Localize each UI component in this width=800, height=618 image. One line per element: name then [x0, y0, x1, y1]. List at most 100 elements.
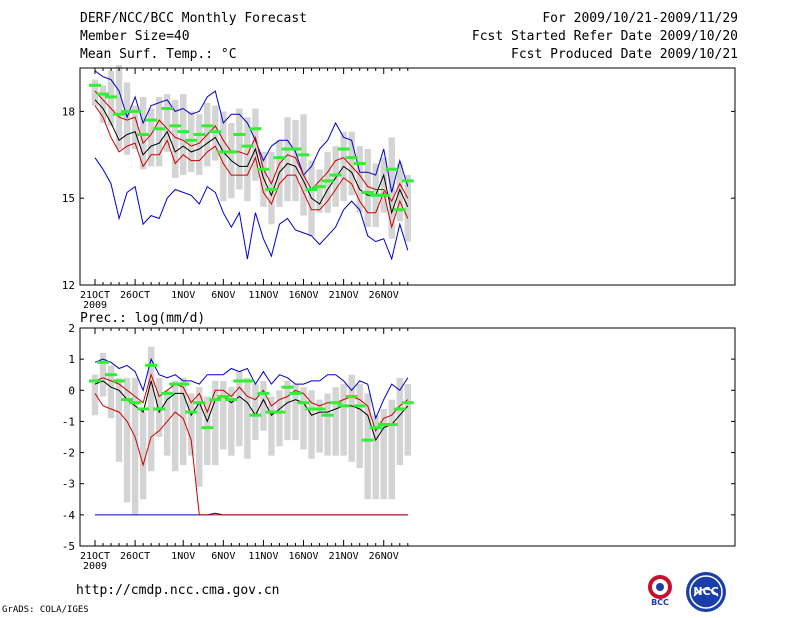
x-tick-label: 26OCT	[120, 290, 150, 301]
ensemble-box	[147, 108, 155, 167]
ensemble-box	[252, 108, 259, 181]
median-marker	[265, 188, 278, 192]
ensemble-box	[172, 99, 179, 178]
median-marker	[113, 112, 126, 116]
median-marker	[233, 133, 246, 137]
median-marker	[257, 167, 270, 171]
y-tick-label: 18	[62, 105, 75, 118]
ensemble-box	[292, 384, 299, 441]
median-marker	[97, 92, 110, 96]
x-tick-label: 26NOV	[369, 290, 399, 301]
median-marker	[321, 179, 334, 183]
ensemble-box	[123, 82, 131, 155]
ensemble-box	[91, 374, 99, 416]
ensemble-box	[388, 399, 395, 500]
ensemble-box	[172, 380, 179, 472]
panel-precipitation: -5 -4 -3 -2 -1 0 1 2 21OCT 26OCT 1NOV 6NOV 11NOV 16NO…	[62, 311, 736, 572]
ensemble-box	[404, 175, 411, 242]
series-lower-line	[94, 393, 408, 516]
ensemble-box	[268, 396, 275, 456]
median-marker	[153, 127, 166, 131]
x-tick-label: 21OCT	[80, 551, 110, 562]
median-marker	[345, 395, 358, 399]
ensemble-box	[340, 384, 347, 456]
median-marker	[217, 395, 230, 399]
ncc-logo-text: NCC	[693, 585, 719, 598]
ensemble-box	[115, 65, 123, 150]
fcst-started-date: Fcst Started Refer Date 2009/10/20	[471, 29, 738, 44]
median-marker	[225, 398, 238, 402]
median-marker	[329, 173, 342, 177]
median-marker	[361, 190, 374, 194]
ensemble-box	[99, 85, 107, 123]
median-marker	[241, 144, 254, 148]
median-marker	[225, 150, 238, 154]
y-tick-label: -1	[62, 415, 75, 428]
median-marker	[209, 398, 222, 402]
ensemble-box	[115, 377, 123, 462]
member-size: Member Size=40	[80, 29, 190, 44]
median-marker	[249, 127, 262, 131]
median-marker	[401, 401, 414, 405]
bcc-emblem-icon	[648, 575, 672, 599]
ensemble-box	[147, 346, 155, 472]
ensemble-box	[388, 137, 395, 239]
ensemble-box	[300, 387, 307, 450]
ensemble-box	[155, 377, 163, 437]
ensemble-box	[131, 377, 139, 515]
median-marker	[177, 130, 190, 134]
ensemble-box	[372, 415, 379, 500]
median-marker	[177, 382, 190, 386]
y-tick-label: 15	[62, 192, 75, 205]
median-marker	[153, 407, 166, 411]
y-tick-label: 2	[68, 322, 75, 335]
ensemble-box	[396, 377, 403, 466]
median-marker	[377, 423, 390, 427]
ensemble-box	[131, 105, 139, 150]
median-marker	[313, 185, 326, 189]
median-marker	[145, 363, 158, 367]
ensemble-box	[180, 94, 187, 176]
ensemble-box	[107, 365, 115, 419]
median-marker	[265, 410, 278, 414]
ensemble-box	[284, 380, 291, 441]
median-marker	[161, 391, 174, 395]
median-marker	[353, 404, 366, 408]
x-tick-label: 1NOV	[171, 551, 195, 562]
ensemble-box	[99, 352, 107, 397]
median-marker	[257, 391, 270, 395]
median-marker	[385, 423, 398, 427]
ensemble-box	[91, 79, 99, 106]
source-url[interactable]: http://cmdp.ncc.cma.gov.cn	[76, 583, 280, 598]
median-marker	[281, 147, 294, 151]
median-marker	[233, 379, 246, 383]
ensemble-box	[348, 131, 355, 196]
median-marker	[105, 373, 118, 377]
median-marker	[321, 413, 334, 417]
median-marker	[129, 401, 142, 405]
ensemble-box	[123, 377, 131, 503]
ncc-logo: NCC	[686, 572, 726, 612]
median-marker	[129, 109, 142, 113]
median-marker	[305, 407, 318, 411]
median-marker	[369, 193, 382, 197]
median-marker	[193, 133, 206, 137]
y-tick-label: -5	[62, 540, 75, 553]
x-tick-label: 11NOV	[248, 290, 278, 301]
series-min-line	[94, 157, 409, 261]
y-tick-label: -3	[62, 478, 75, 491]
ensemble-box	[380, 408, 387, 500]
median-marker	[249, 413, 262, 417]
median-marker	[289, 391, 302, 395]
series-mean-line	[94, 380, 409, 442]
median-marker	[361, 438, 374, 442]
ensemble-box	[244, 117, 251, 202]
ensemble-box	[300, 114, 307, 216]
y-tick-label: -2	[62, 447, 75, 460]
median-marker	[169, 382, 182, 386]
ensemble-box	[324, 393, 331, 456]
median-marker	[313, 407, 326, 411]
ensemble-box	[316, 399, 323, 453]
median-marker	[385, 167, 398, 171]
